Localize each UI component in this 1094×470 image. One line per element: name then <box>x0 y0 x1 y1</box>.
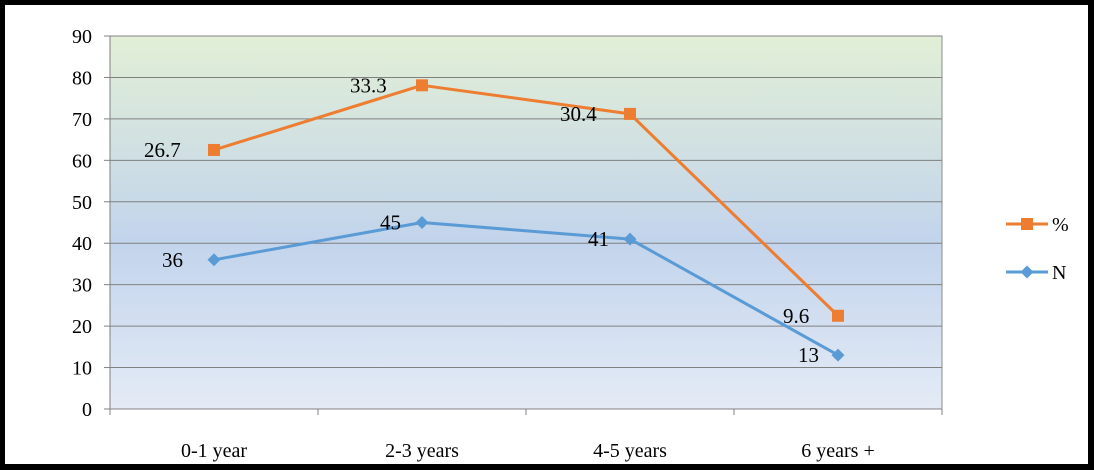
data-label: 36 <box>162 248 183 272</box>
data-label: 41 <box>588 227 609 251</box>
data-point-square <box>624 107 636 120</box>
y-tick-label: 10 <box>72 358 92 380</box>
data-point-diamond <box>415 216 429 229</box>
legend-marker-diamond <box>1020 265 1034 279</box>
gridlines <box>110 35 942 369</box>
y-tick-label: 50 <box>72 192 92 214</box>
data-point-square <box>208 143 220 156</box>
y-tick-label: 40 <box>72 233 92 255</box>
y-tick-label: 80 <box>72 67 92 89</box>
series <box>207 79 845 362</box>
x-tick-label: 4-5 years <box>593 440 667 462</box>
legend-label: N <box>1052 262 1066 284</box>
data-point-diamond <box>207 253 221 267</box>
y-tick-label: 70 <box>72 109 92 131</box>
data-label: 26.7 <box>144 138 181 162</box>
legend-label: % <box>1052 214 1069 236</box>
y-tick-label: 90 <box>72 26 92 48</box>
y-tick-label: 20 <box>72 316 92 338</box>
series-line-n <box>213 221 839 357</box>
y-tick-label: 0 <box>82 399 92 421</box>
data-label: 45 <box>380 211 401 235</box>
legend-marker-square <box>1021 218 1033 230</box>
x-tick-label: 0-1 year <box>181 440 247 462</box>
y-tick-label: 60 <box>72 150 92 172</box>
series-line-percent <box>213 83 840 317</box>
data-label: 13 <box>798 343 819 367</box>
data-point-diamond <box>623 232 637 246</box>
legend: %N <box>1006 214 1069 284</box>
data-point-square <box>416 79 428 92</box>
axes: 0 10 20 30 40 50 60 70 80 90 0-1 year 2-3 years 4-5 … <box>72 26 943 462</box>
data-labels: 26.7 33.3 30.4 9.6 36 45 41 13 <box>144 73 819 367</box>
data-point-diamond <box>831 348 845 362</box>
y-tick-label: 30 <box>72 275 92 297</box>
data-label: 9.6 <box>783 304 809 328</box>
data-point-square <box>832 309 844 322</box>
data-label: 33.3 <box>350 73 387 97</box>
x-tick-label: 6 years + <box>801 440 874 462</box>
data-label: 30.4 <box>560 102 597 126</box>
x-tick-label: 2-3 years <box>385 440 459 462</box>
